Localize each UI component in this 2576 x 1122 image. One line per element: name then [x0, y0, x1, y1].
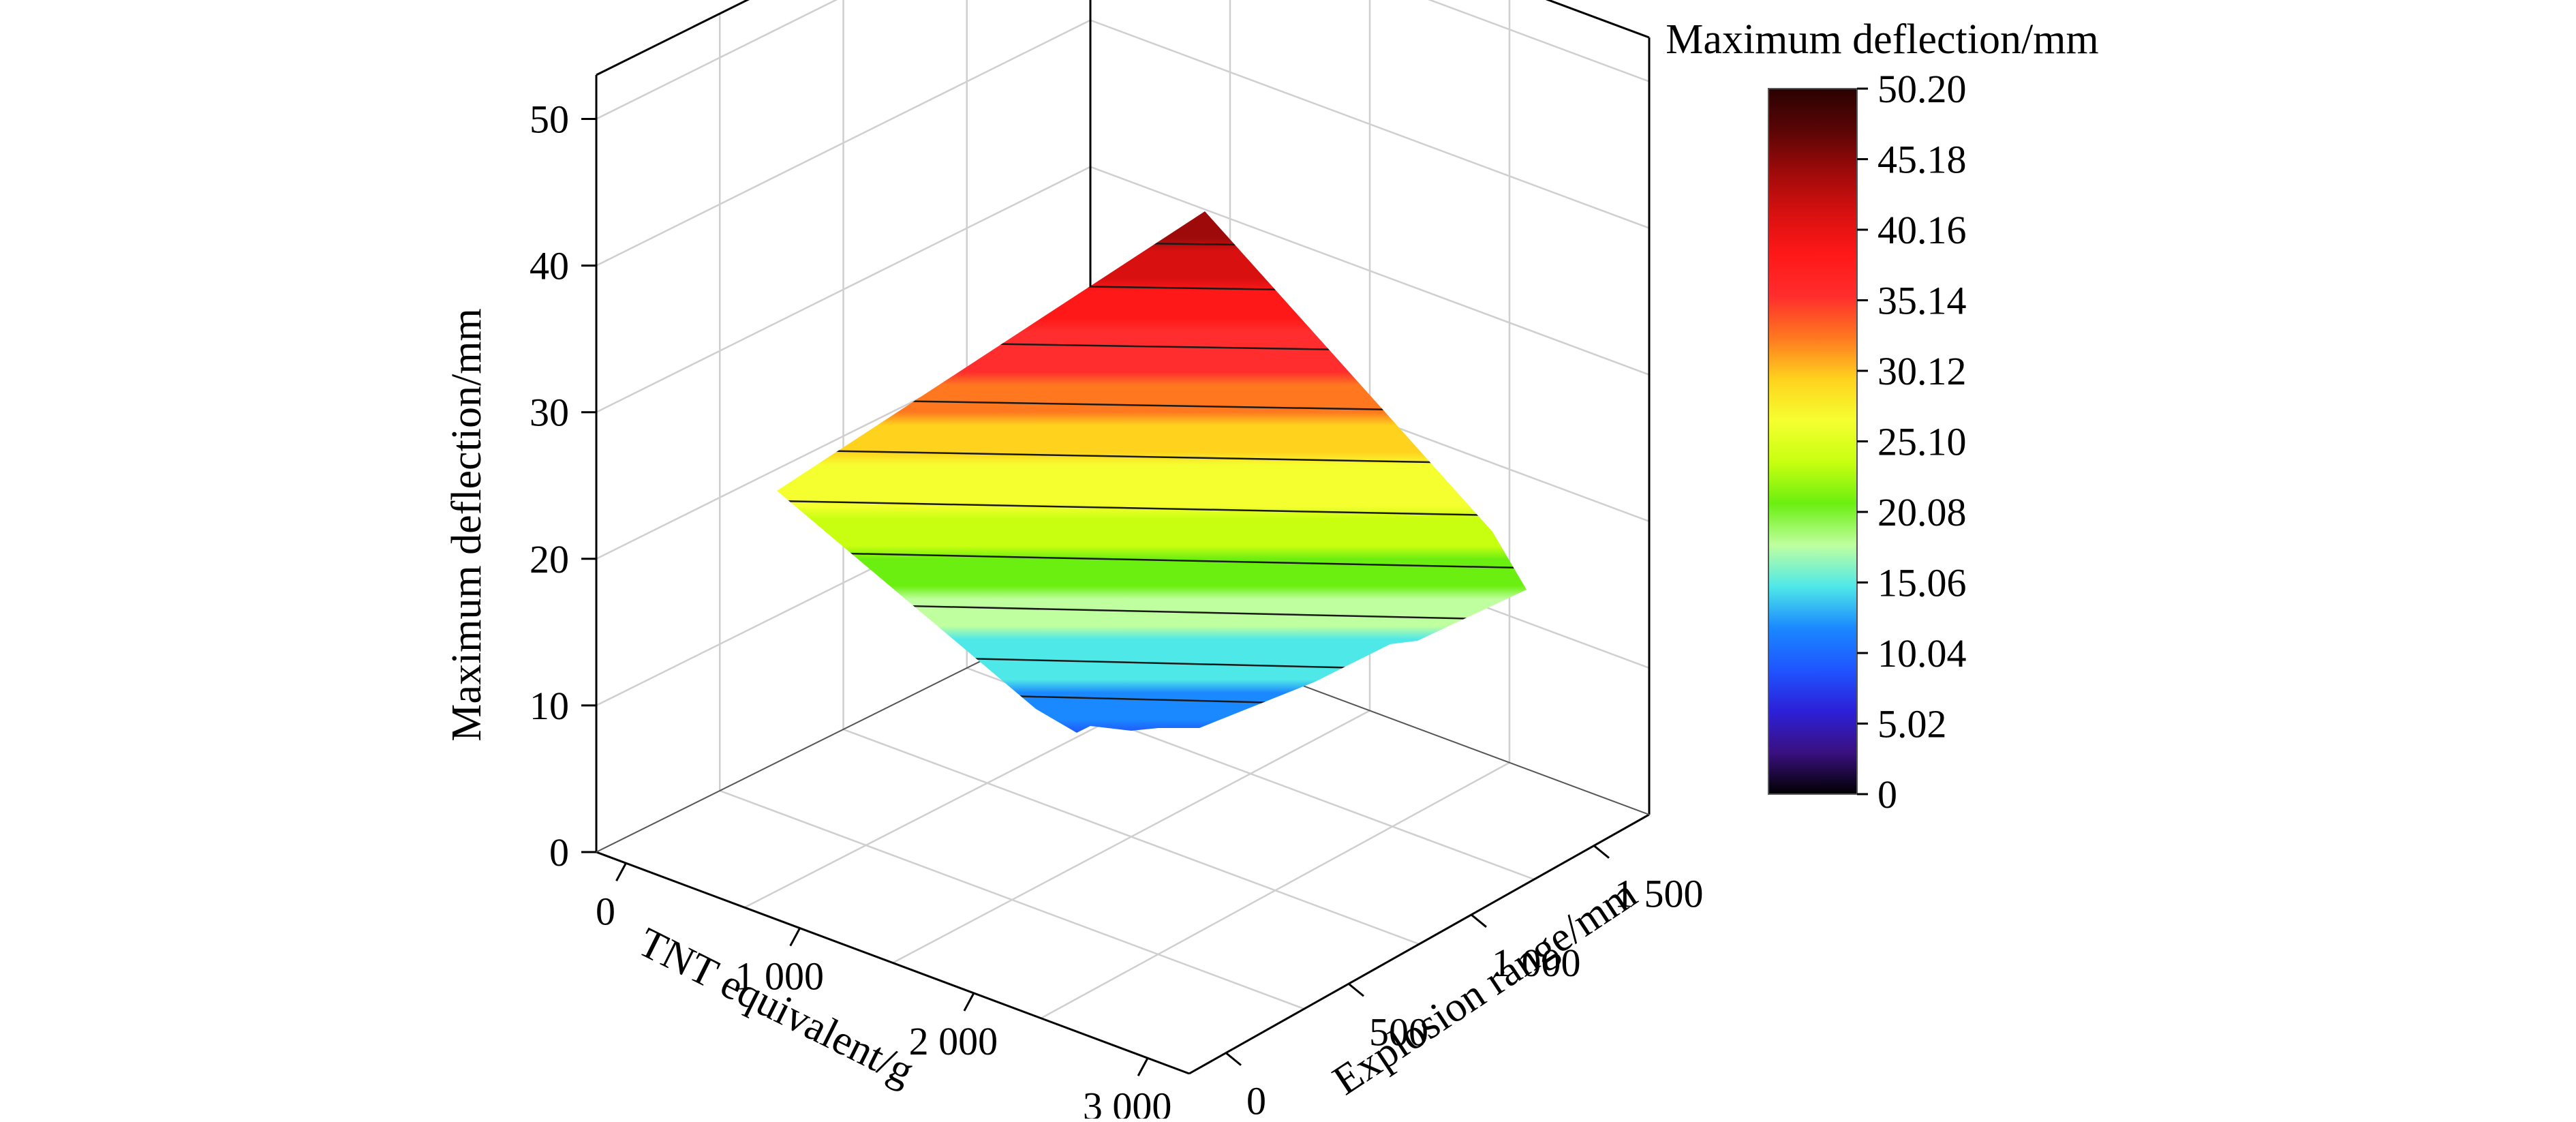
- y-tick-label: 500: [1369, 1010, 1428, 1054]
- y-tick-label: 0: [1246, 1079, 1266, 1119]
- y-tick: [1471, 913, 1487, 928]
- colorbar-tick-label: 35.14: [1877, 279, 1967, 323]
- x-tick-label: 1 000: [735, 954, 824, 999]
- z-tick-label: 20: [530, 537, 569, 581]
- y-tick: [1348, 983, 1364, 997]
- surface: [777, 211, 1527, 733]
- y-tick: [1225, 1052, 1242, 1066]
- grid-line: [596, 0, 838, 120]
- y-tick-label: 1 000: [1492, 941, 1581, 985]
- x-tick-label: 3 000: [1083, 1084, 1172, 1119]
- y-axis: 0 500 1 000 1 500: [1225, 845, 1704, 1122]
- box-edge: [596, 0, 750, 76]
- colorbar-title: Maximum deflection/mm: [1666, 16, 2098, 63]
- colorbar-tick-label: 50.20: [1877, 67, 1967, 111]
- x-tick-label: 0: [596, 889, 615, 933]
- z-tick-label: 30: [530, 391, 569, 435]
- x-axis-title: TNT equivalent/g: [631, 919, 921, 1095]
- colorbar-tick-label: 5.02: [1877, 702, 1947, 746]
- y-axis-title: Explosion range/mm: [1325, 870, 1645, 1104]
- colorbar-tick-label: 15.06: [1877, 561, 1967, 605]
- x-tick-label: 2 000: [909, 1019, 998, 1063]
- colorbar-tick-label: 40.16: [1877, 208, 1967, 252]
- box-edge: [1189, 813, 1650, 1075]
- y-tick: [1593, 845, 1610, 859]
- z-axis-title: Maximum deflection/mm: [444, 308, 490, 741]
- x-tick: [615, 862, 627, 881]
- contour-line: [777, 499, 1527, 518]
- y-tick-label: 1 500: [1614, 872, 1704, 916]
- colorbar-tick-label: 45.18: [1877, 138, 1967, 182]
- grid-line: [720, 791, 1649, 815]
- colorbar-tick-label: 30.12: [1877, 349, 1967, 393]
- grid-line: [1428, 0, 1650, 82]
- x-tick: [789, 927, 801, 947]
- colorbar-tick-label: 25.10: [1877, 420, 1967, 464]
- z-tick-label: 0: [549, 830, 569, 875]
- colorbar-tick-label: 10.04: [1877, 631, 1967, 676]
- colorbar-tick-label: 20.08: [1877, 490, 1967, 534]
- colorbar: Maximum deflection/mm 0 5.02 10.04 15.06 20.…: [1666, 16, 2098, 817]
- colorbar-ramp: [1768, 88, 1858, 795]
- box-edge: [1545, 0, 1650, 39]
- z-tick-label: 50: [530, 97, 569, 142]
- colorbar-tick-label: 0: [1877, 772, 1897, 817]
- x-tick: [963, 992, 975, 1012]
- z-tick-label: 10: [530, 684, 569, 728]
- grid-line: [719, 789, 1305, 1010]
- contour-line: [777, 550, 1527, 570]
- grid-line: [843, 728, 1420, 945]
- z-tick-label: 40: [530, 244, 569, 288]
- box-edge: [596, 851, 1190, 1075]
- surface-layer: [777, 211, 1527, 733]
- x-axis: 0 1 000 2 000 3 000: [596, 862, 1172, 1122]
- z-axis: 0 10 20 30 40 50: [530, 97, 596, 875]
- colorbar-ticks: 0 5.02 10.04 15.06 20.08 25.10 30.12 35.14 40.16…: [1857, 67, 1967, 817]
- x-tick: [1137, 1057, 1149, 1076]
